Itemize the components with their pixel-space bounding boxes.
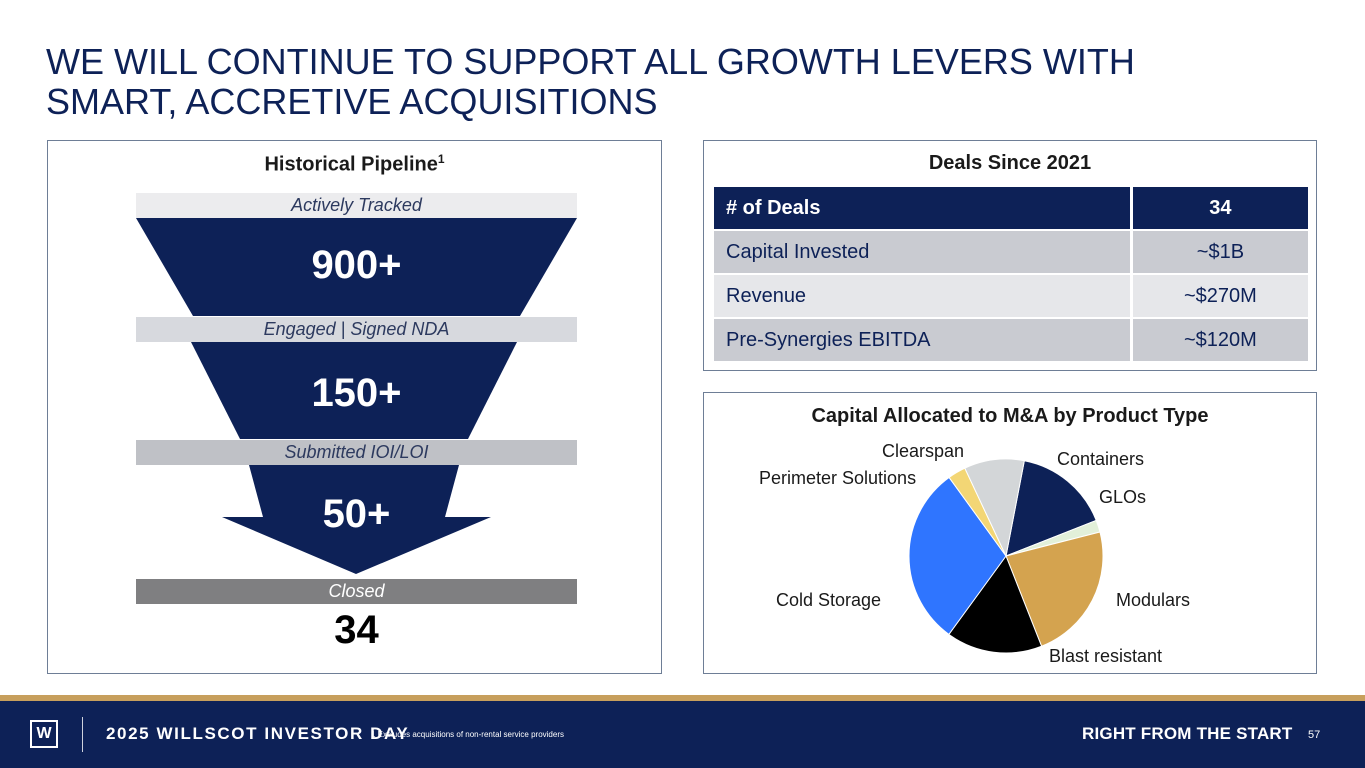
table-row: Revenue ~$270M: [714, 275, 1308, 317]
pie-label-glos: GLOs: [1099, 487, 1147, 507]
deals-row-value: ~$120M: [1132, 319, 1308, 361]
deals-row-label: Pre-Synergies EBITDA: [714, 319, 1133, 361]
deals-heading: Deals Since 2021: [928, 152, 1092, 174]
deals-row-value: 34: [1132, 187, 1308, 229]
stage-label-closed: Closed: [328, 581, 385, 601]
funnel-band-submitted: [136, 440, 577, 465]
stage-label-submitted: Submitted IOI/LOI: [284, 442, 429, 462]
pie-label-perimeter-solutions: Perimeter Solutions: [759, 468, 917, 488]
funnel-band-closed: [136, 579, 577, 604]
stage-value-submitted: 50+: [322, 492, 391, 536]
capital-allocation-panel: Capital Allocated to M&A by Product Type…: [703, 392, 1317, 674]
table-row: Capital Invested ~$1B: [714, 231, 1308, 273]
page-title-line-1: WE WILL CONTINUE TO SUPPORT ALL GROWTH L…: [46, 41, 1135, 82]
pie-chart: [908, 458, 1104, 654]
funnel-band-engaged: [136, 317, 577, 342]
stage-value-engaged: 150+: [311, 371, 402, 415]
pipeline-heading-text: Historical Pipeline: [264, 153, 438, 176]
funnel-segment-2: [191, 342, 517, 439]
funnel-band-actively-tracked: [136, 193, 577, 218]
pie-slice-clearspan: [964, 458, 1025, 558]
deals-row-value: ~$1B: [1132, 231, 1308, 273]
deals-panel: Deals Since 2021 # of Deals 34 Capital I…: [703, 140, 1317, 371]
footnote: 1 Excludes acquisitions of non-rental se…: [371, 730, 564, 739]
funnel-graphic: [136, 193, 577, 604]
pie-label-cold-storage: Cold Storage: [776, 590, 882, 610]
deals-table: # of Deals 34 Capital Invested ~$1B Reve…: [714, 185, 1308, 363]
footer-divider: [82, 717, 83, 752]
footer-accent-bar: [0, 695, 1365, 701]
footer-bar: W 2025 WILLSCOT INVESTOR DAY 1 Excludes …: [0, 701, 1365, 768]
pie-slice-blast-resistant: [948, 554, 1043, 654]
stage-label-engaged: Engaged | Signed NDA: [263, 319, 450, 339]
pipeline-heading: Historical Pipeline1: [48, 152, 661, 177]
pie-slice-cold-storage: [908, 476, 1007, 636]
tagline-logo: RIGHT FROM THE START: [1082, 724, 1293, 743]
pie-label-containers: Containers: [1057, 449, 1145, 469]
table-row: # of Deals 34: [714, 187, 1308, 229]
deals-row-label: Capital Invested: [714, 231, 1133, 273]
funnel-segment-1: [136, 218, 577, 316]
page-title: WE WILL CONTINUE TO SUPPORT ALL GROWTH L…: [46, 42, 1296, 122]
pipeline-heading-footnote-mark: 1: [437, 152, 445, 166]
deals-row-label: Revenue: [714, 275, 1133, 317]
historical-pipeline-panel: Historical Pipeline1 Actively Tracked 90…: [47, 140, 662, 674]
stage-label-actively-tracked: Actively Tracked: [291, 195, 422, 215]
stage-value-closed: 34: [334, 608, 379, 652]
willscot-logo: W: [30, 720, 58, 748]
table-row: Pre-Synergies EBITDA ~$120M: [714, 319, 1308, 361]
pie-label-modulars: Modulars: [1116, 590, 1191, 610]
pie-slice-containers: [1005, 460, 1097, 557]
pie-label-clearspan: Clearspan: [882, 441, 965, 461]
page-number: 57: [1308, 729, 1321, 741]
funnel-arrow: [222, 465, 491, 574]
event-name: 2025 WILLSCOT INVESTOR DAY: [106, 724, 410, 743]
deals-row-value: ~$270M: [1132, 275, 1308, 317]
stage-value-actively-tracked: 900+: [311, 243, 402, 287]
pie-label-blast-resistant: Blast resistant: [1049, 646, 1163, 666]
pie-chart-title: Capital Allocated to M&A by Product Type: [811, 405, 1209, 427]
page-title-line-2: SMART, ACCRETIVE ACQUISITIONS: [46, 81, 658, 122]
pie-slice-modulars: [1005, 531, 1104, 647]
deals-row-label: # of Deals: [714, 187, 1133, 229]
